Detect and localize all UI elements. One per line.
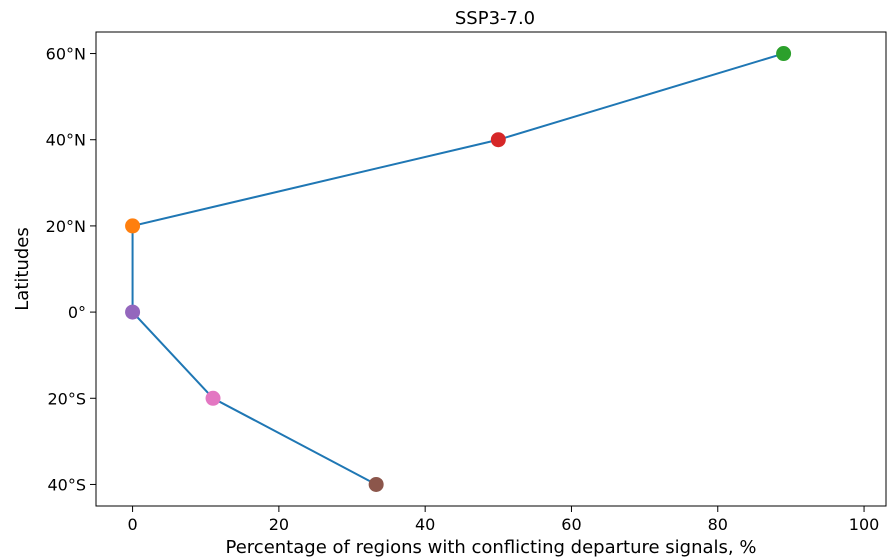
y-tick-label: 20°N [46, 217, 86, 236]
x-tick-label: 0 [127, 515, 137, 534]
x-tick-label: 40 [415, 515, 435, 534]
data-point [205, 390, 221, 406]
data-point [776, 46, 792, 62]
x-tick-label: 20 [269, 515, 289, 534]
plot-frame [95, 31, 887, 507]
data-point [490, 132, 506, 148]
chart-title: SSP3-7.0 [455, 8, 535, 29]
y-axis-title: Latitudes [12, 227, 33, 310]
series [125, 46, 792, 492]
data-point [368, 476, 384, 492]
x-axis-title: Percentage of regions with conflicting d… [226, 537, 757, 558]
x-tick-label: 80 [708, 515, 728, 534]
x-tick-label: 100 [849, 515, 880, 534]
y-tick-label: 20°S [47, 389, 86, 408]
y-tick-label: 60°N [46, 45, 86, 64]
data-point [125, 304, 141, 320]
data-point [125, 218, 141, 234]
x-axis: 0 20 40 60 80 100 [127, 506, 879, 534]
series-line [131, 52, 784, 486]
y-tick-label: 40°N [46, 131, 86, 150]
x-tick-label: 60 [561, 515, 581, 534]
y-tick-label: 40°S [47, 475, 86, 494]
y-axis: 60°N 40°N 20°N 0° 20°S 40°S [46, 45, 96, 494]
y-tick-label: 0° [68, 303, 86, 322]
